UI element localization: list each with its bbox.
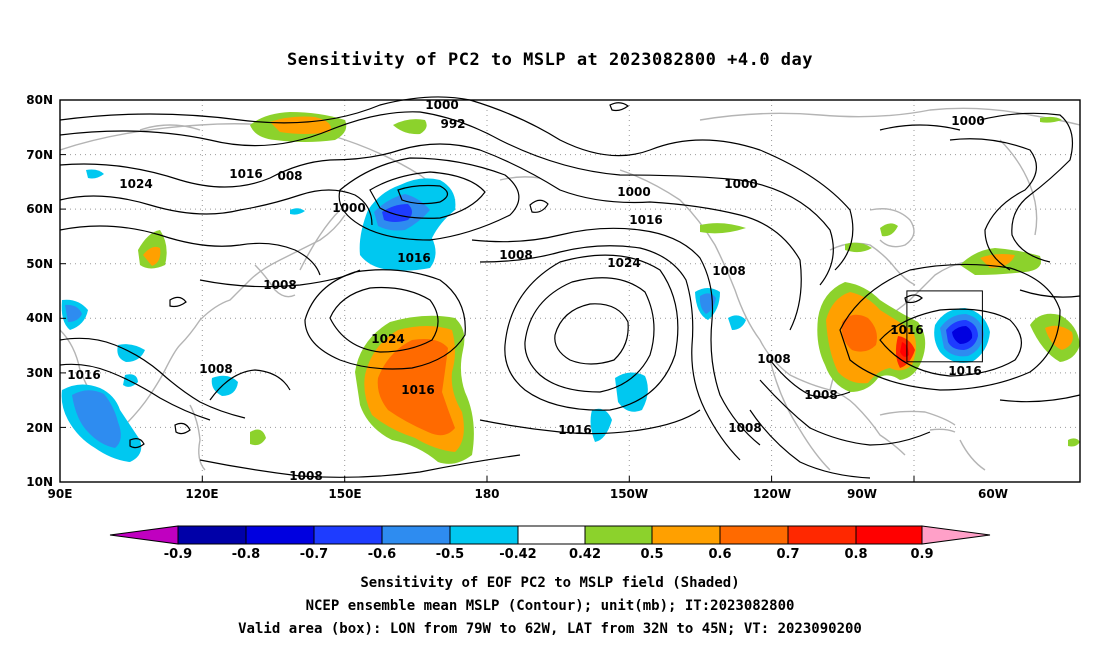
page-title: Sensitivity of PC2 to MSLP at 2023082800… bbox=[286, 50, 813, 70]
colorbar-label: -0.6 bbox=[368, 547, 396, 562]
contour-label: 1008 bbox=[712, 264, 745, 278]
contour-label: 1008 bbox=[499, 248, 532, 262]
lat-label: 40N bbox=[26, 311, 53, 325]
colorbar-label: -0.42 bbox=[499, 547, 536, 562]
colorbar-segment bbox=[381, 525, 451, 545]
latitude-labels: 80N 70N 60N 50N 40N 30N 20N 10N bbox=[26, 93, 53, 489]
colorbar-label: -0.9 bbox=[164, 547, 192, 562]
lat-label: 80N bbox=[26, 93, 53, 107]
lon-label: 90E bbox=[48, 487, 73, 501]
colorbar-segment bbox=[449, 525, 519, 545]
contour-label: 1000 bbox=[425, 98, 458, 112]
lon-label: 150W bbox=[610, 487, 648, 501]
contour-label: 1000 bbox=[951, 114, 984, 128]
lon-label: 180 bbox=[474, 487, 499, 501]
contour-label: 1008 bbox=[263, 278, 296, 292]
caption-valid-area: Valid area (box): LON from 79W to 62W, L… bbox=[238, 621, 862, 637]
colorbar-label: -0.5 bbox=[436, 547, 464, 562]
contour-label: 1016 bbox=[229, 167, 262, 181]
contour-label: 1016 bbox=[629, 213, 662, 227]
colorbar-arrow-right bbox=[921, 525, 991, 545]
colorbar-label: 0.9 bbox=[910, 547, 933, 562]
colorbar-segment bbox=[787, 525, 857, 545]
contour-label: 1016 bbox=[558, 423, 591, 437]
lat-label: 70N bbox=[26, 148, 53, 162]
contour-label: 1008 bbox=[804, 388, 837, 402]
lon-label: 90W bbox=[847, 487, 877, 501]
valid-area-box bbox=[906, 290, 983, 363]
colorbar-label: 0.42 bbox=[569, 547, 601, 562]
map-frame bbox=[59, 99, 1081, 483]
colorbar-labels: -0.9 -0.8 -0.7 -0.6 -0.5 -0.42 0.42 0.5 … bbox=[164, 547, 934, 562]
mslp-contours bbox=[59, 96, 1081, 479]
contour-label: 1024 bbox=[371, 332, 404, 346]
sensitivity-shading bbox=[61, 112, 1080, 464]
contour-label: 1000 bbox=[617, 185, 650, 199]
contour-label: 1024 bbox=[119, 177, 152, 191]
contour-label: 1000 bbox=[724, 177, 757, 191]
colorbar-label: 0.7 bbox=[776, 547, 799, 562]
colorbar-segment bbox=[584, 525, 653, 545]
contour-label: 992 bbox=[440, 117, 465, 131]
axis-ticks bbox=[60, 99, 915, 482]
colorbar-segment bbox=[719, 525, 789, 545]
colorbar-segment bbox=[245, 525, 315, 545]
contour-label: 1008 bbox=[728, 421, 761, 435]
contour-labels: 1000 992 1000 1024 1016 008 1000 1000 10… bbox=[67, 98, 984, 483]
caption-shaded: Sensitivity of EOF PC2 to MSLP field (Sh… bbox=[360, 575, 740, 591]
colorbar-label: 0.5 bbox=[640, 547, 663, 562]
contour-label: 1000 bbox=[332, 201, 365, 215]
colorbar-segment bbox=[177, 525, 247, 545]
contour-label: 1016 bbox=[67, 368, 100, 382]
caption-contour: NCEP ensemble mean MSLP (Contour); unit(… bbox=[305, 598, 795, 614]
contour-label: 1016 bbox=[890, 323, 923, 337]
lon-label: 60W bbox=[978, 487, 1008, 501]
contour-label: 1024 bbox=[607, 256, 640, 270]
contour-label: 008 bbox=[277, 169, 302, 183]
contour-label: 1016 bbox=[397, 251, 430, 265]
colorbar-label: -0.7 bbox=[300, 547, 328, 562]
colorbar-segment bbox=[651, 525, 721, 545]
colorbar-segment bbox=[855, 525, 923, 545]
lat-label: 30N bbox=[26, 366, 53, 380]
contour-label: 1008 bbox=[199, 362, 232, 376]
colorbar-label: 0.6 bbox=[708, 547, 731, 562]
lon-label: 120W bbox=[753, 487, 791, 501]
lat-label: 60N bbox=[26, 202, 53, 216]
contour-label: 1008 bbox=[289, 469, 322, 483]
lat-label: 20N bbox=[26, 421, 53, 435]
colorbar-label: 0.8 bbox=[844, 547, 867, 562]
colorbar-segment bbox=[313, 525, 383, 545]
lon-label: 120E bbox=[185, 487, 218, 501]
contour-label: 1008 bbox=[757, 352, 790, 366]
contour-label: 1016 bbox=[401, 383, 434, 397]
lat-label: 10N bbox=[26, 475, 53, 489]
colorbar bbox=[109, 525, 991, 545]
lon-label: 150E bbox=[328, 487, 361, 501]
colorbar-segment bbox=[517, 525, 586, 545]
lat-label: 50N bbox=[26, 257, 53, 271]
colorbar-arrow-left bbox=[109, 525, 179, 545]
contour-label: 1016 bbox=[948, 364, 981, 378]
longitude-labels: 90E 120E 150E 180 150W 120W 90W 60W bbox=[48, 487, 1008, 501]
colorbar-label: -0.8 bbox=[232, 547, 260, 562]
